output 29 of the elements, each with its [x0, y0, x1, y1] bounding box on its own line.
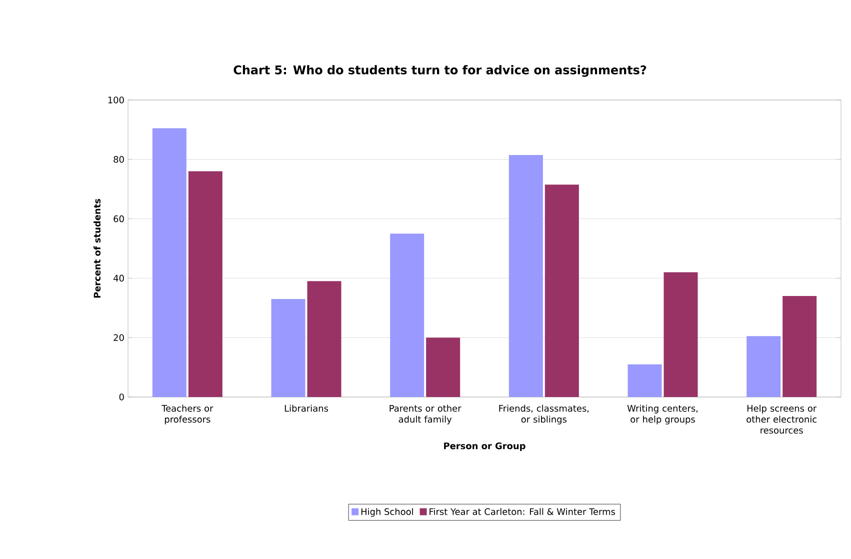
- x-tick-label: Help screens or other electronic resources: [746, 404, 817, 434]
- x-tick-label: Friends, classmates, or siblings: [499, 404, 589, 424]
- bar: [782, 296, 817, 397]
- bar: [664, 272, 698, 397]
- y-tick-label: 100: [108, 96, 124, 104]
- chart-title: Chart 5: Who do students turn to for advice on assignments?: [234, 65, 646, 77]
- bar: [746, 336, 781, 397]
- bar: [544, 184, 579, 397]
- x-tick-label: Writing centers, or help groups: [627, 404, 698, 424]
- bar: [307, 281, 342, 397]
- bar: [508, 154, 543, 397]
- bar: [152, 128, 186, 397]
- y-tick-label: 20: [114, 334, 124, 341]
- x-axis-title: Person or Group: [444, 442, 526, 451]
- x-tick-label: Librarians: [284, 404, 328, 412]
- x-tick-label: Teachers or professors: [162, 404, 214, 424]
- legend-label: First Year at Carleton: Fall & Winter Terms: [430, 508, 616, 516]
- y-tick-label: 40: [114, 274, 124, 282]
- bar: [628, 364, 662, 397]
- bar: [426, 338, 460, 397]
- x-tick-label: Parents or other adult family: [390, 404, 462, 424]
- bar: [271, 298, 306, 397]
- y-tick-label: 60: [114, 215, 124, 222]
- y-axis-title: Percent of students: [94, 198, 101, 298]
- bar: [390, 234, 424, 397]
- bar: [188, 171, 222, 397]
- legend-label: High School: [361, 508, 413, 517]
- y-tick-label: 80: [114, 156, 124, 163]
- y-tick-label: 0: [119, 394, 124, 400]
